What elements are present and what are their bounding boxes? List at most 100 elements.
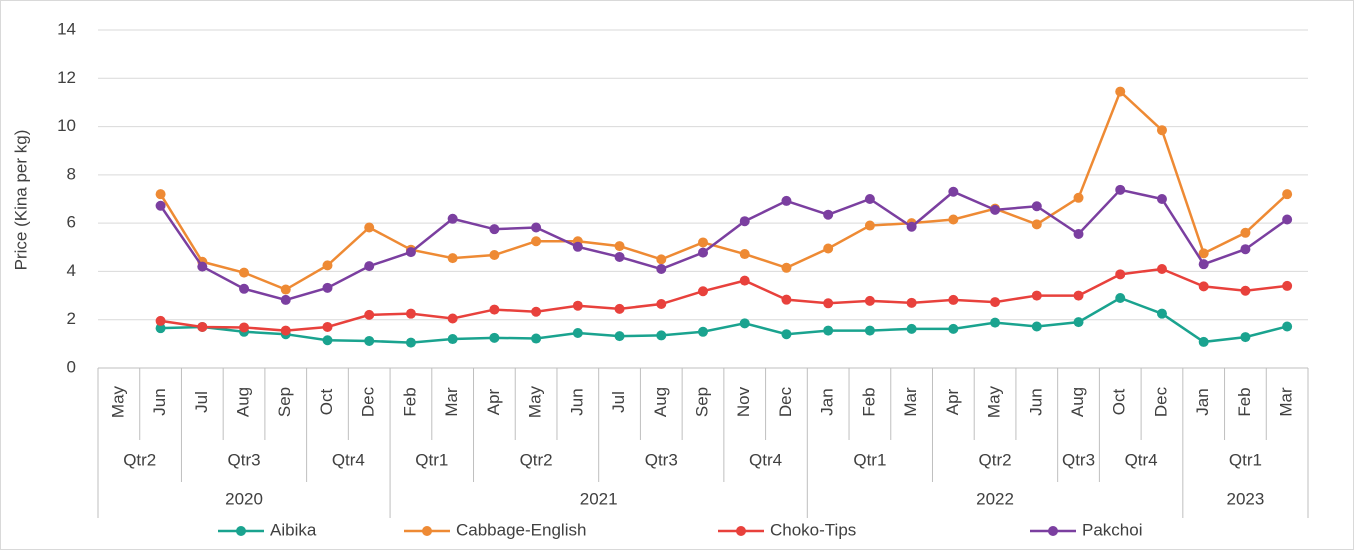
series-line — [159, 89, 1288, 291]
series-marker — [447, 313, 458, 324]
month-label: Dec — [776, 386, 795, 417]
month-label: May — [108, 385, 127, 418]
y-tick-label: 4 — [67, 261, 76, 280]
series-marker — [864, 295, 875, 306]
quarter-label: Qtr4 — [332, 450, 365, 469]
series-marker — [1073, 317, 1084, 328]
series-marker — [531, 333, 542, 344]
series-marker — [155, 315, 166, 326]
month-label: Jul — [609, 391, 628, 413]
series-marker — [781, 294, 792, 305]
series-marker — [1282, 321, 1293, 332]
quarter-label: Qtr2 — [123, 450, 156, 469]
month-label: Jun — [567, 388, 586, 415]
series-marker — [1282, 280, 1293, 291]
series-marker — [1156, 308, 1167, 319]
series-marker — [1156, 194, 1167, 204]
quarter-label: Qtr3 — [645, 450, 678, 469]
quarter-label: Qtr2 — [979, 450, 1012, 469]
series-marker — [823, 298, 834, 309]
series-marker — [364, 222, 375, 233]
series-marker — [531, 222, 542, 233]
series-marker — [489, 250, 500, 261]
series-marker — [1282, 189, 1293, 200]
series-marker — [906, 221, 917, 232]
series-marker — [280, 294, 291, 305]
series-marker — [531, 236, 542, 247]
series-marker — [1282, 214, 1293, 225]
series-marker — [656, 254, 667, 265]
series-marker — [614, 331, 625, 342]
quarter-label: Qtr4 — [749, 450, 782, 469]
series-marker — [280, 284, 291, 295]
series-marker — [489, 332, 500, 343]
series-marker — [1115, 184, 1126, 195]
series-marker — [1115, 269, 1126, 280]
series-marker — [614, 251, 625, 262]
legend-marker — [1048, 526, 1058, 536]
series-marker — [823, 243, 834, 254]
series-marker — [1240, 244, 1251, 255]
series-marker — [781, 262, 792, 273]
series-marker — [322, 335, 333, 346]
series-marker — [948, 294, 959, 305]
month-label: Feb — [1235, 387, 1254, 416]
series-marker — [739, 275, 750, 286]
month-label: Dec — [359, 386, 378, 417]
series-marker — [1156, 264, 1167, 275]
month-label: Mar — [442, 387, 461, 417]
series-marker — [864, 194, 875, 204]
series-marker — [614, 303, 625, 314]
month-label: Jan — [818, 388, 837, 415]
series-marker — [1240, 332, 1251, 343]
series-marker — [447, 213, 458, 224]
series-marker — [739, 318, 750, 329]
quarter-label: Qtr1 — [415, 450, 448, 469]
series-marker — [364, 335, 375, 346]
month-label: Sep — [275, 387, 294, 417]
series-marker — [1240, 285, 1251, 296]
y-axis-label: Price (Kina per kg) — [11, 130, 30, 271]
series-marker — [489, 304, 500, 315]
series-marker — [698, 237, 708, 248]
series-marker — [322, 260, 333, 271]
series-marker — [447, 253, 458, 264]
month-label: Nov — [734, 386, 753, 417]
month-label: Sep — [692, 387, 711, 417]
y-tick-label: 14 — [57, 19, 76, 38]
year-label: 2023 — [1226, 489, 1264, 508]
series-marker — [1031, 290, 1042, 301]
series-marker — [656, 299, 667, 310]
quarter-label: Qtr1 — [1229, 450, 1262, 469]
quarter-label: Qtr3 — [1062, 450, 1095, 469]
series-marker — [906, 323, 917, 334]
month-label: Oct — [1110, 389, 1129, 416]
series-marker — [239, 267, 250, 278]
series-marker — [405, 337, 416, 348]
y-tick-label: 0 — [67, 357, 76, 376]
series-marker — [781, 195, 792, 206]
series-marker — [1198, 248, 1209, 259]
year-label: 2020 — [225, 489, 263, 508]
series-marker — [155, 200, 166, 211]
series-marker — [155, 323, 166, 334]
legend-marker — [236, 526, 246, 536]
series-marker — [948, 186, 959, 197]
month-label: Jan — [1193, 388, 1212, 415]
legend-label: Aibika — [270, 520, 317, 539]
month-label: Dec — [1151, 386, 1170, 417]
series-marker — [364, 309, 375, 320]
legend-label: Pakchoi — [1082, 520, 1142, 539]
series-marker — [1031, 219, 1042, 230]
series-marker — [572, 300, 583, 311]
series-marker — [906, 297, 917, 308]
series-marker — [990, 317, 1001, 328]
series-marker — [572, 241, 583, 252]
legend-label: Choko-Tips — [770, 520, 856, 539]
series-marker — [489, 224, 500, 235]
y-tick-label: 10 — [57, 116, 76, 135]
series-marker — [739, 216, 750, 227]
series-marker — [698, 326, 708, 337]
series-marker — [405, 247, 416, 258]
